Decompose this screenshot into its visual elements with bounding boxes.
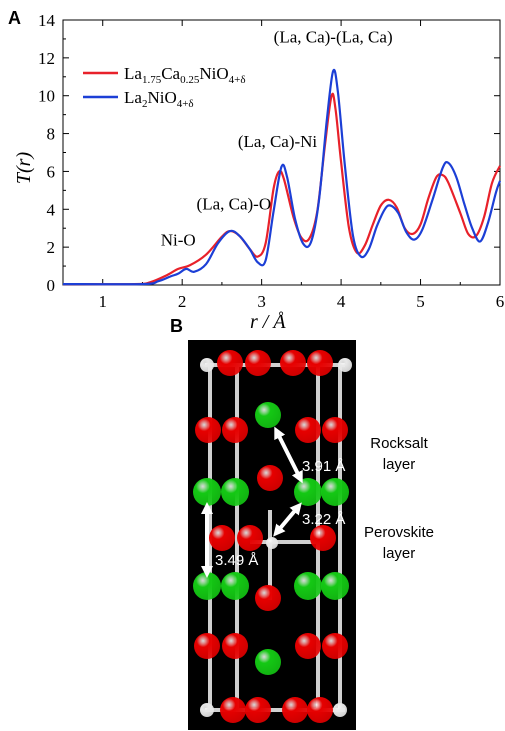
- series-lines: [62, 68, 502, 286]
- series-line-0: [62, 92, 501, 286]
- y-axis-label: T(r): [13, 152, 35, 185]
- perovskite-label-line1: Perovskite: [364, 524, 434, 541]
- atom-red-16: [209, 525, 235, 551]
- plot-frame: [62, 19, 501, 286]
- panel-label-b: B: [170, 316, 183, 336]
- atom-red-8: [222, 417, 248, 443]
- y-tick-label-6: 12: [38, 49, 55, 68]
- atom-green-21: [221, 572, 249, 600]
- annotation-2: (La, Ca)-Ni: [238, 132, 318, 151]
- y-tick-label-5: 10: [38, 87, 55, 106]
- atom-red-1: [217, 350, 243, 376]
- atom-red-32: [245, 697, 271, 723]
- y-tick-label-2: 4: [47, 200, 56, 219]
- atom-red-34: [307, 697, 333, 723]
- annotation-1: (La, Ca)-O: [197, 194, 272, 213]
- series-line-1: [62, 68, 502, 286]
- atom-red-26: [222, 633, 248, 659]
- legend-label-series2: La2NiO4+δ: [124, 88, 194, 110]
- rocksalt-label-line2: layer: [383, 456, 416, 473]
- atom-green-15: [321, 478, 349, 506]
- atom-white-35: [333, 703, 347, 717]
- legend: La1.75Ca0.25NiO4+δ La2NiO4+δ: [83, 64, 246, 110]
- x-tick-label-1: 2: [178, 292, 187, 310]
- peak-annotations: Ni-O(La, Ca)-O (La, Ca)-Ni (La, Ca)-(La, C…: [161, 28, 393, 250]
- atom-red-7: [195, 417, 221, 443]
- x-tick-label-2: 3: [257, 292, 266, 310]
- y-tick-label-0: 0: [47, 276, 56, 295]
- atom-green-22: [294, 572, 322, 600]
- distance-label-322: 3.22 Å: [302, 511, 345, 528]
- crystal-structure-figure: B 3.91 Å 3.22 Å 3.49 Å Rocksalt layer Pe…: [170, 316, 434, 730]
- rocksalt-label-line1: Rocksalt: [370, 435, 428, 452]
- atom-red-11: [257, 465, 283, 491]
- x-axis-label-text: r / Å: [250, 311, 286, 333]
- distance-label-391: 3.91 Å: [302, 458, 345, 475]
- annotation-3: (La, Ca)-(La, Ca): [274, 28, 393, 47]
- x-tick-label-4: 5: [416, 292, 425, 310]
- atom-white-5: [338, 358, 352, 372]
- x-tick-label-3: 4: [337, 292, 346, 310]
- atom-white-19: [266, 537, 278, 549]
- perovskite-label-line2: layer: [383, 545, 416, 562]
- atom-red-18: [310, 525, 336, 551]
- y-tick-label-1: 2: [47, 238, 56, 257]
- x-tick-label-0: 1: [98, 292, 107, 310]
- atom-red-4: [307, 350, 333, 376]
- distance-arrows: [201, 426, 303, 578]
- atom-red-3: [280, 350, 306, 376]
- atom-white-30: [200, 703, 214, 717]
- distance-label-349: 3.49 Å: [215, 552, 258, 569]
- atom-white-0: [200, 358, 214, 372]
- atom-red-28: [322, 633, 348, 659]
- x-tick-label-5: 6: [496, 292, 505, 310]
- arrow-perovskite: [273, 502, 302, 537]
- atom-red-10: [322, 417, 348, 443]
- atom-green-29: [255, 649, 281, 675]
- atom-red-27: [295, 633, 321, 659]
- atom-red-17: [237, 525, 263, 551]
- atom-red-25: [194, 633, 220, 659]
- atom-red-2: [245, 350, 271, 376]
- legend-label-series1: La1.75Ca0.25NiO4+δ: [124, 64, 246, 86]
- panel-label-a: A: [8, 8, 21, 28]
- atom-red-31: [220, 697, 246, 723]
- y-tick-label-7: 14: [38, 11, 56, 30]
- atom-red-33: [282, 697, 308, 723]
- atom-red-24: [255, 585, 281, 611]
- arrow-rocksalt: [274, 426, 303, 484]
- annotation-0: Ni-O: [161, 230, 196, 249]
- atom-green-14: [294, 478, 322, 506]
- atom-green-13: [221, 478, 249, 506]
- atom-green-12: [193, 478, 221, 506]
- y-tick-label-4: 8: [47, 125, 56, 144]
- atom-green-20: [193, 572, 221, 600]
- atom-green-23: [321, 572, 349, 600]
- atom-red-9: [295, 417, 321, 443]
- atom-green-6: [255, 402, 281, 428]
- y-tick-label-3: 6: [47, 162, 56, 181]
